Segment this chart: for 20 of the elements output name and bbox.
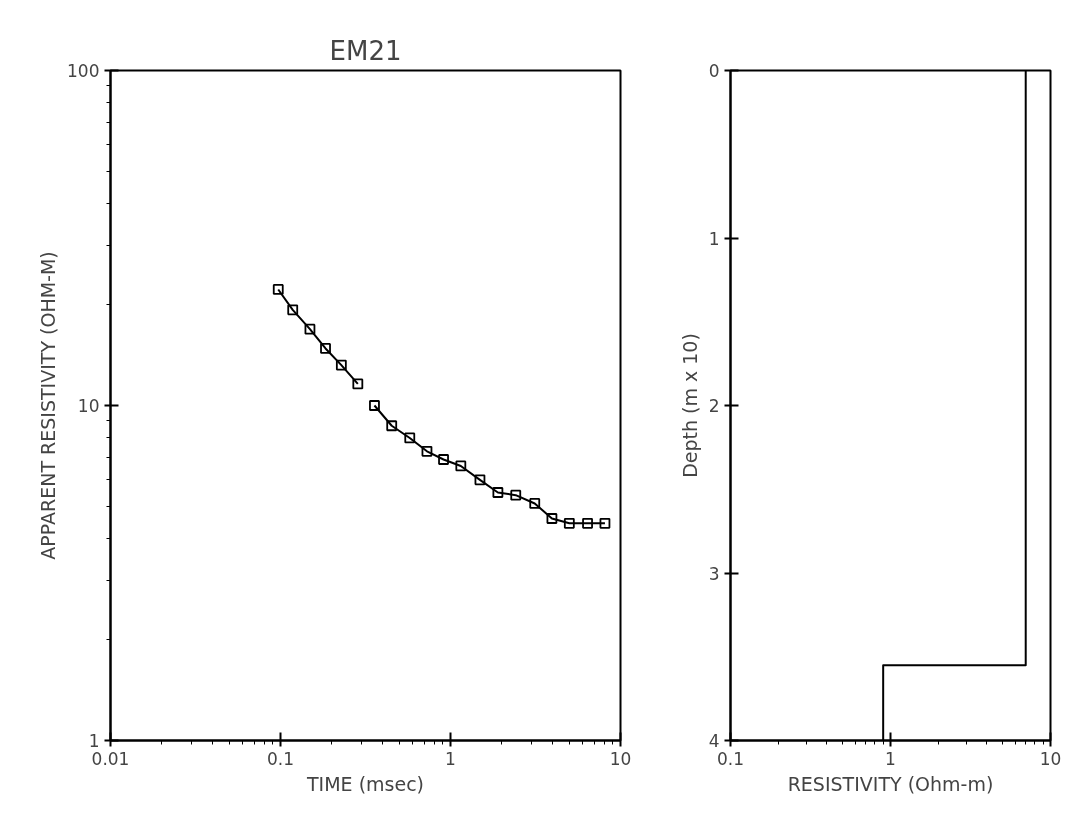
x-tick-label: 0.01 (91, 748, 130, 769)
y-tick-label: 0 (708, 61, 720, 81)
x-axis-title: TIME (msec) (305, 772, 425, 795)
y-tick-label: 2 (708, 396, 720, 416)
x-tick-label: 1 (885, 748, 896, 769)
y-tick-label: 4 (708, 731, 720, 751)
x-tick-label: 0.1 (716, 748, 745, 769)
y-tick-label: 1 (88, 731, 100, 751)
x-tick-label: 1 (445, 748, 456, 769)
x-tick-label: 10 (609, 748, 632, 769)
y-tick-label: 100 (67, 61, 100, 81)
y-tick-label: 3 (708, 563, 720, 584)
y-tick-label: 10 (77, 396, 100, 416)
chart-title: EM21 (329, 35, 402, 66)
x-tick-label: 10 (1039, 748, 1062, 769)
x-axis-title: RESISTIVITY (Ohm-m) (787, 772, 994, 795)
x-tick-label: 0.1 (266, 748, 295, 769)
y-tick-label: 1 (708, 228, 720, 249)
y-axis-title: Depth (m x 10) (678, 333, 701, 478)
y-axis-title: APPARENT RESISTIVITY (OHM-M) (37, 251, 60, 560)
